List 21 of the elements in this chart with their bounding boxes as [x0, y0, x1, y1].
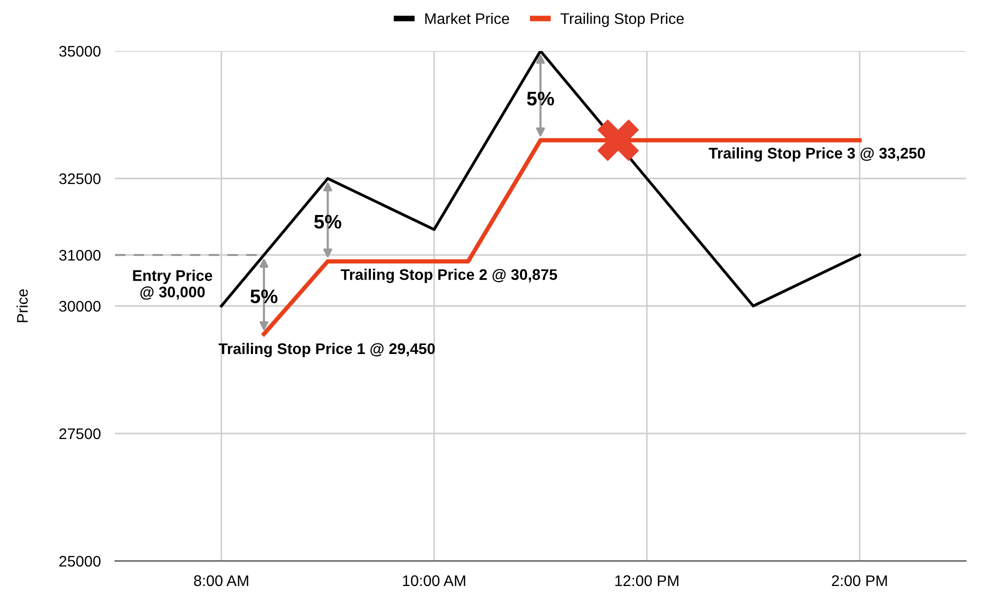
annotation: Trailing Stop Price 1 @ 29,450: [218, 342, 435, 358]
legend-label: Trailing Stop Price: [560, 12, 684, 28]
x-tick-label: 8:00 AM: [194, 575, 248, 586]
y-tick-label: 25000: [59, 556, 101, 567]
y-tick-label: 27500: [59, 428, 101, 440]
y-tick-label: 30000: [59, 300, 101, 312]
x-tick-label: 2:00 PM: [832, 575, 887, 586]
legend-label: Market Price: [425, 12, 510, 24]
annotation: 5%: [314, 214, 342, 229]
annotation: 5%: [527, 92, 554, 106]
annotation: Trailing Stop Price 3 @ 33,250: [708, 147, 925, 162]
x-tick-label: 12:00 PM: [615, 575, 678, 586]
y-tick-label: 35000: [59, 46, 101, 57]
annotation: Entry Price @ 30,000: [133, 270, 212, 300]
y-tick-label: 31000: [59, 250, 101, 261]
annotation: Trailing Stop Price 2 @ 30,875: [340, 268, 558, 284]
y-tick-label: 32500: [59, 173, 101, 184]
annotation: 5%: [250, 290, 278, 304]
line-series: [220, 51, 862, 308]
x-tick-label: 10:00 AM: [403, 575, 466, 586]
y-axis-title: Price: [16, 289, 28, 322]
